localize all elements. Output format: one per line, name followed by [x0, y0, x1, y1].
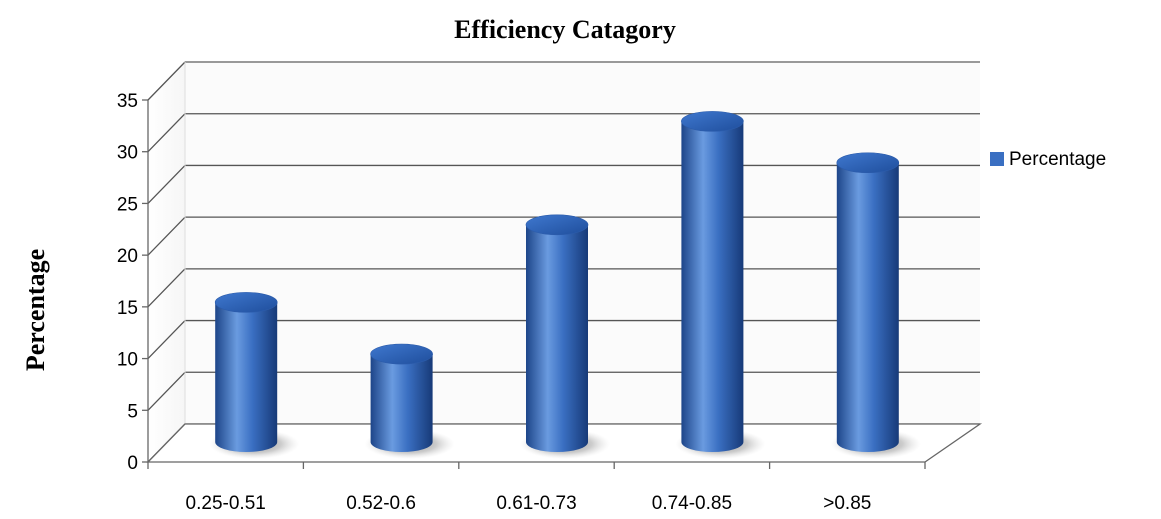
x-tick-label: >0.85 [823, 493, 871, 514]
bar-body [526, 224, 588, 452]
bar [675, 111, 766, 459]
bar [830, 152, 921, 459]
y-tick-label: 25 [117, 194, 138, 215]
gridline-side [147, 216, 186, 256]
y-axis-ticks: 0 5 10 15 20 25 30 35 [117, 91, 149, 474]
gridline-side [147, 320, 186, 360]
y-tick-label: 15 [117, 298, 138, 319]
x-axis-ticks: 0.25-0.51 0.52-0.6 0.61-0.73 0.74-0.85 >0.85 [186, 493, 872, 514]
gridline-side [147, 61, 186, 101]
x-tick-label: 0.61-0.73 [496, 493, 576, 514]
x-tick-label: 0.52-0.6 [346, 493, 416, 514]
bar-top [214, 292, 278, 313]
bar-top [681, 111, 744, 132]
x-axis [147, 462, 926, 469]
bar [520, 214, 610, 459]
legend-label: Percentage [1009, 149, 1106, 170]
gridline-side [147, 371, 186, 411]
y-tick-label: 35 [117, 91, 138, 112]
x-tick-label: 0.74-0.85 [652, 493, 732, 514]
side-wall [148, 62, 185, 462]
gridline-side [147, 268, 186, 308]
y-tick-label: 30 [117, 143, 138, 164]
bar-top [525, 214, 589, 236]
bar-body [215, 302, 278, 452]
bar-body [370, 354, 433, 452]
y-tick-label: 5 [127, 401, 138, 422]
y-tick-label: 10 [117, 350, 138, 371]
x-tick-label: 0.25-0.51 [186, 493, 266, 514]
bar-top [370, 343, 433, 365]
bar-body [681, 121, 744, 452]
bar-body [836, 162, 899, 452]
bar [364, 343, 455, 459]
bar-top [836, 152, 900, 174]
gridline-side [147, 113, 186, 153]
y-tick-label: 20 [117, 246, 138, 267]
legend: Percentage [990, 149, 1106, 170]
gridline-side [147, 164, 186, 204]
chart-title: Efficiency Catagory [454, 15, 676, 44]
y-axis-label: Percentage [21, 249, 50, 371]
legend-swatch [990, 152, 1004, 166]
bars [209, 111, 921, 459]
y-tick-label: 0 [127, 453, 138, 474]
bar [209, 292, 300, 459]
